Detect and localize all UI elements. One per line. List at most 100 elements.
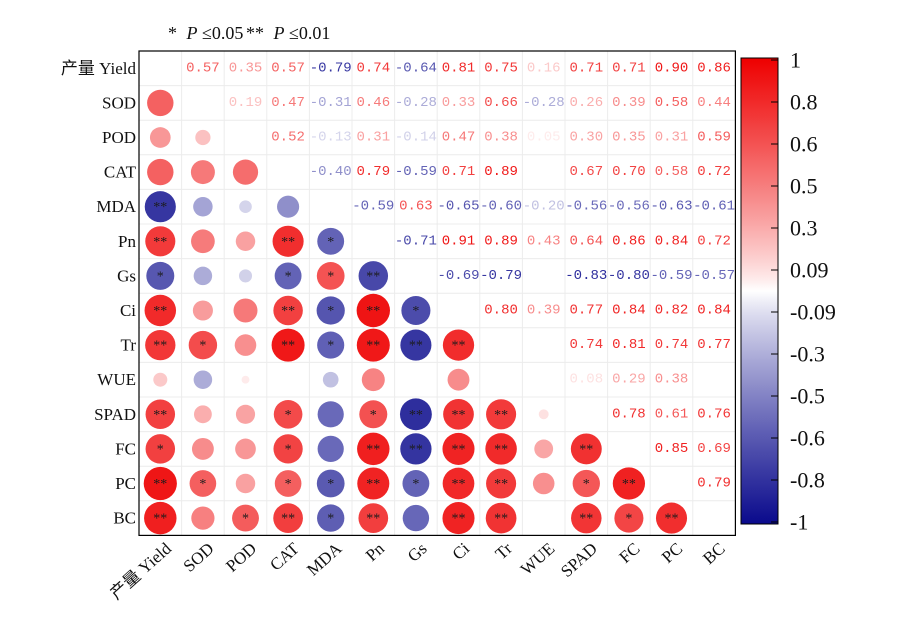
coefficient-circle [273,434,303,464]
significance-stars: ** [452,512,466,527]
coefficient-value: -0.60 [480,199,522,215]
significance-stars: * [157,442,164,457]
significance-stars: * [412,304,419,319]
coefficient-circle [189,470,217,497]
significance-stars: * [327,235,334,250]
coefficient-value: 0.08 [569,372,603,388]
coefficient-value: -0.79 [310,60,352,76]
colorbar-ticks: 1 0.8 0.6 0.5 0.3 0.09 -0.09 -0.3 -0.5 -0.6 -0.8 -1 [771,48,836,535]
significance-stars: ** [409,339,423,354]
colorbar-tick-label: -0.6 [790,426,825,451]
significance-stars: ** [153,304,167,319]
coefficient-value: 0.26 [569,95,603,111]
coefficient-value: 0.74 [655,337,689,353]
significance-stars: ** [153,477,167,492]
coefficient-circle [400,433,432,465]
coefficient-value: 0.90 [655,60,689,76]
colorbar-tick-label: -0.3 [790,342,825,367]
matrix-cells: 0.57 0.35 0.57 -0.79 0.74 -0.64 0.81 0.75 0.16 0.… [143,60,735,535]
significance-stars: ** [665,512,679,527]
significance-stars: ** [579,442,593,457]
coefficient-circle [153,372,168,387]
coefficient-circle [191,437,214,460]
coefficient-value: 0.35 [229,60,263,76]
row-label: Ci [120,301,136,320]
column-label: FC [615,539,643,567]
matrix-border [138,50,737,536]
coefficient-value: 0.29 [612,372,646,388]
coefficient-circle [486,399,517,430]
coefficient-circle [442,329,475,361]
column-label: 产量 Yield [106,539,175,604]
coefficient-circle [143,466,177,501]
row-label: BC [113,509,136,528]
coefficient-circle [399,398,432,431]
significance-stars: * [327,339,334,354]
coefficient-circle [570,433,602,465]
coefficient-circle [361,368,385,392]
coefficient-value: 0.58 [655,95,689,111]
coefficient-circle [486,468,517,499]
column-label: WUE [517,539,558,579]
coefficient-value: 0.67 [569,164,603,180]
significance-stars: * [327,512,334,527]
coefficient-value: 0.84 [655,233,689,249]
coefficient-circle [317,401,344,428]
coefficient-circle [316,262,345,290]
coefficient-value: -0.56 [565,199,607,215]
coefficient-circle [193,405,212,424]
column-label: MDA [303,538,346,579]
significance-stars: ** [153,339,167,354]
coefficient-circle [442,502,475,535]
coefficient-circle [147,89,174,117]
coefficient-circle [145,226,176,257]
coefficient-circle [272,225,304,257]
coefficient-value: 0.75 [484,60,518,76]
coefficient-value: 0.71 [612,60,646,76]
coefficient-circle [147,158,174,186]
coefficient-circle [192,300,213,321]
coefficient-circle [358,503,389,533]
coefficient-circle [402,504,430,532]
coefficient-value: 0.39 [527,303,561,319]
colorbar-tick-label: -0.8 [790,468,825,493]
row-label: CAT [104,163,137,182]
significance-stars: * [285,269,292,284]
coefficient-value: 0.85 [655,441,689,457]
coefficient-value: -0.59 [650,268,692,284]
coefficient-circle [273,399,303,429]
coefficient-circle [144,294,177,327]
significance-stars: * [285,408,292,423]
significance-stars: * [370,408,377,423]
coefficient-value: 0.84 [697,303,731,319]
coefficient-circle [612,467,646,500]
significance-stars: * [157,269,164,284]
coefficient-value: -0.61 [693,199,735,215]
legend-symbol: P [186,23,198,43]
coefficient-value: -0.20 [523,199,565,215]
coefficient-value: 0.31 [655,130,689,146]
coefficient-value: 0.59 [697,130,731,146]
coefficient-value: 0.30 [569,130,603,146]
coefficient-value: 0.19 [229,95,263,111]
coefficient-circle [442,432,475,465]
coefficient-circle [235,231,256,252]
coefficient-circle [401,295,431,326]
coefficient-circle [655,502,688,534]
coefficient-value: 0.76 [697,406,731,422]
matrix-grid [139,51,736,536]
significance-stars: ** [409,408,423,423]
significance-stars: * [583,477,590,492]
significance-stars: ** [281,512,295,527]
coefficient-value: 0.39 [612,95,646,111]
column-label: BC [699,539,729,568]
significance-stars: ** [366,512,380,527]
coefficient-circle [232,159,259,185]
significance-stars: * [242,512,249,527]
row-label: PC [115,474,136,493]
coefficient-value: 0.52 [271,130,305,146]
coefficient-value: 0.69 [697,441,731,457]
row-label: 产量 Yield [61,59,137,78]
significance-stars: ** [366,269,380,284]
significance-legend-p001: ** P ≤0.01 [246,23,330,43]
